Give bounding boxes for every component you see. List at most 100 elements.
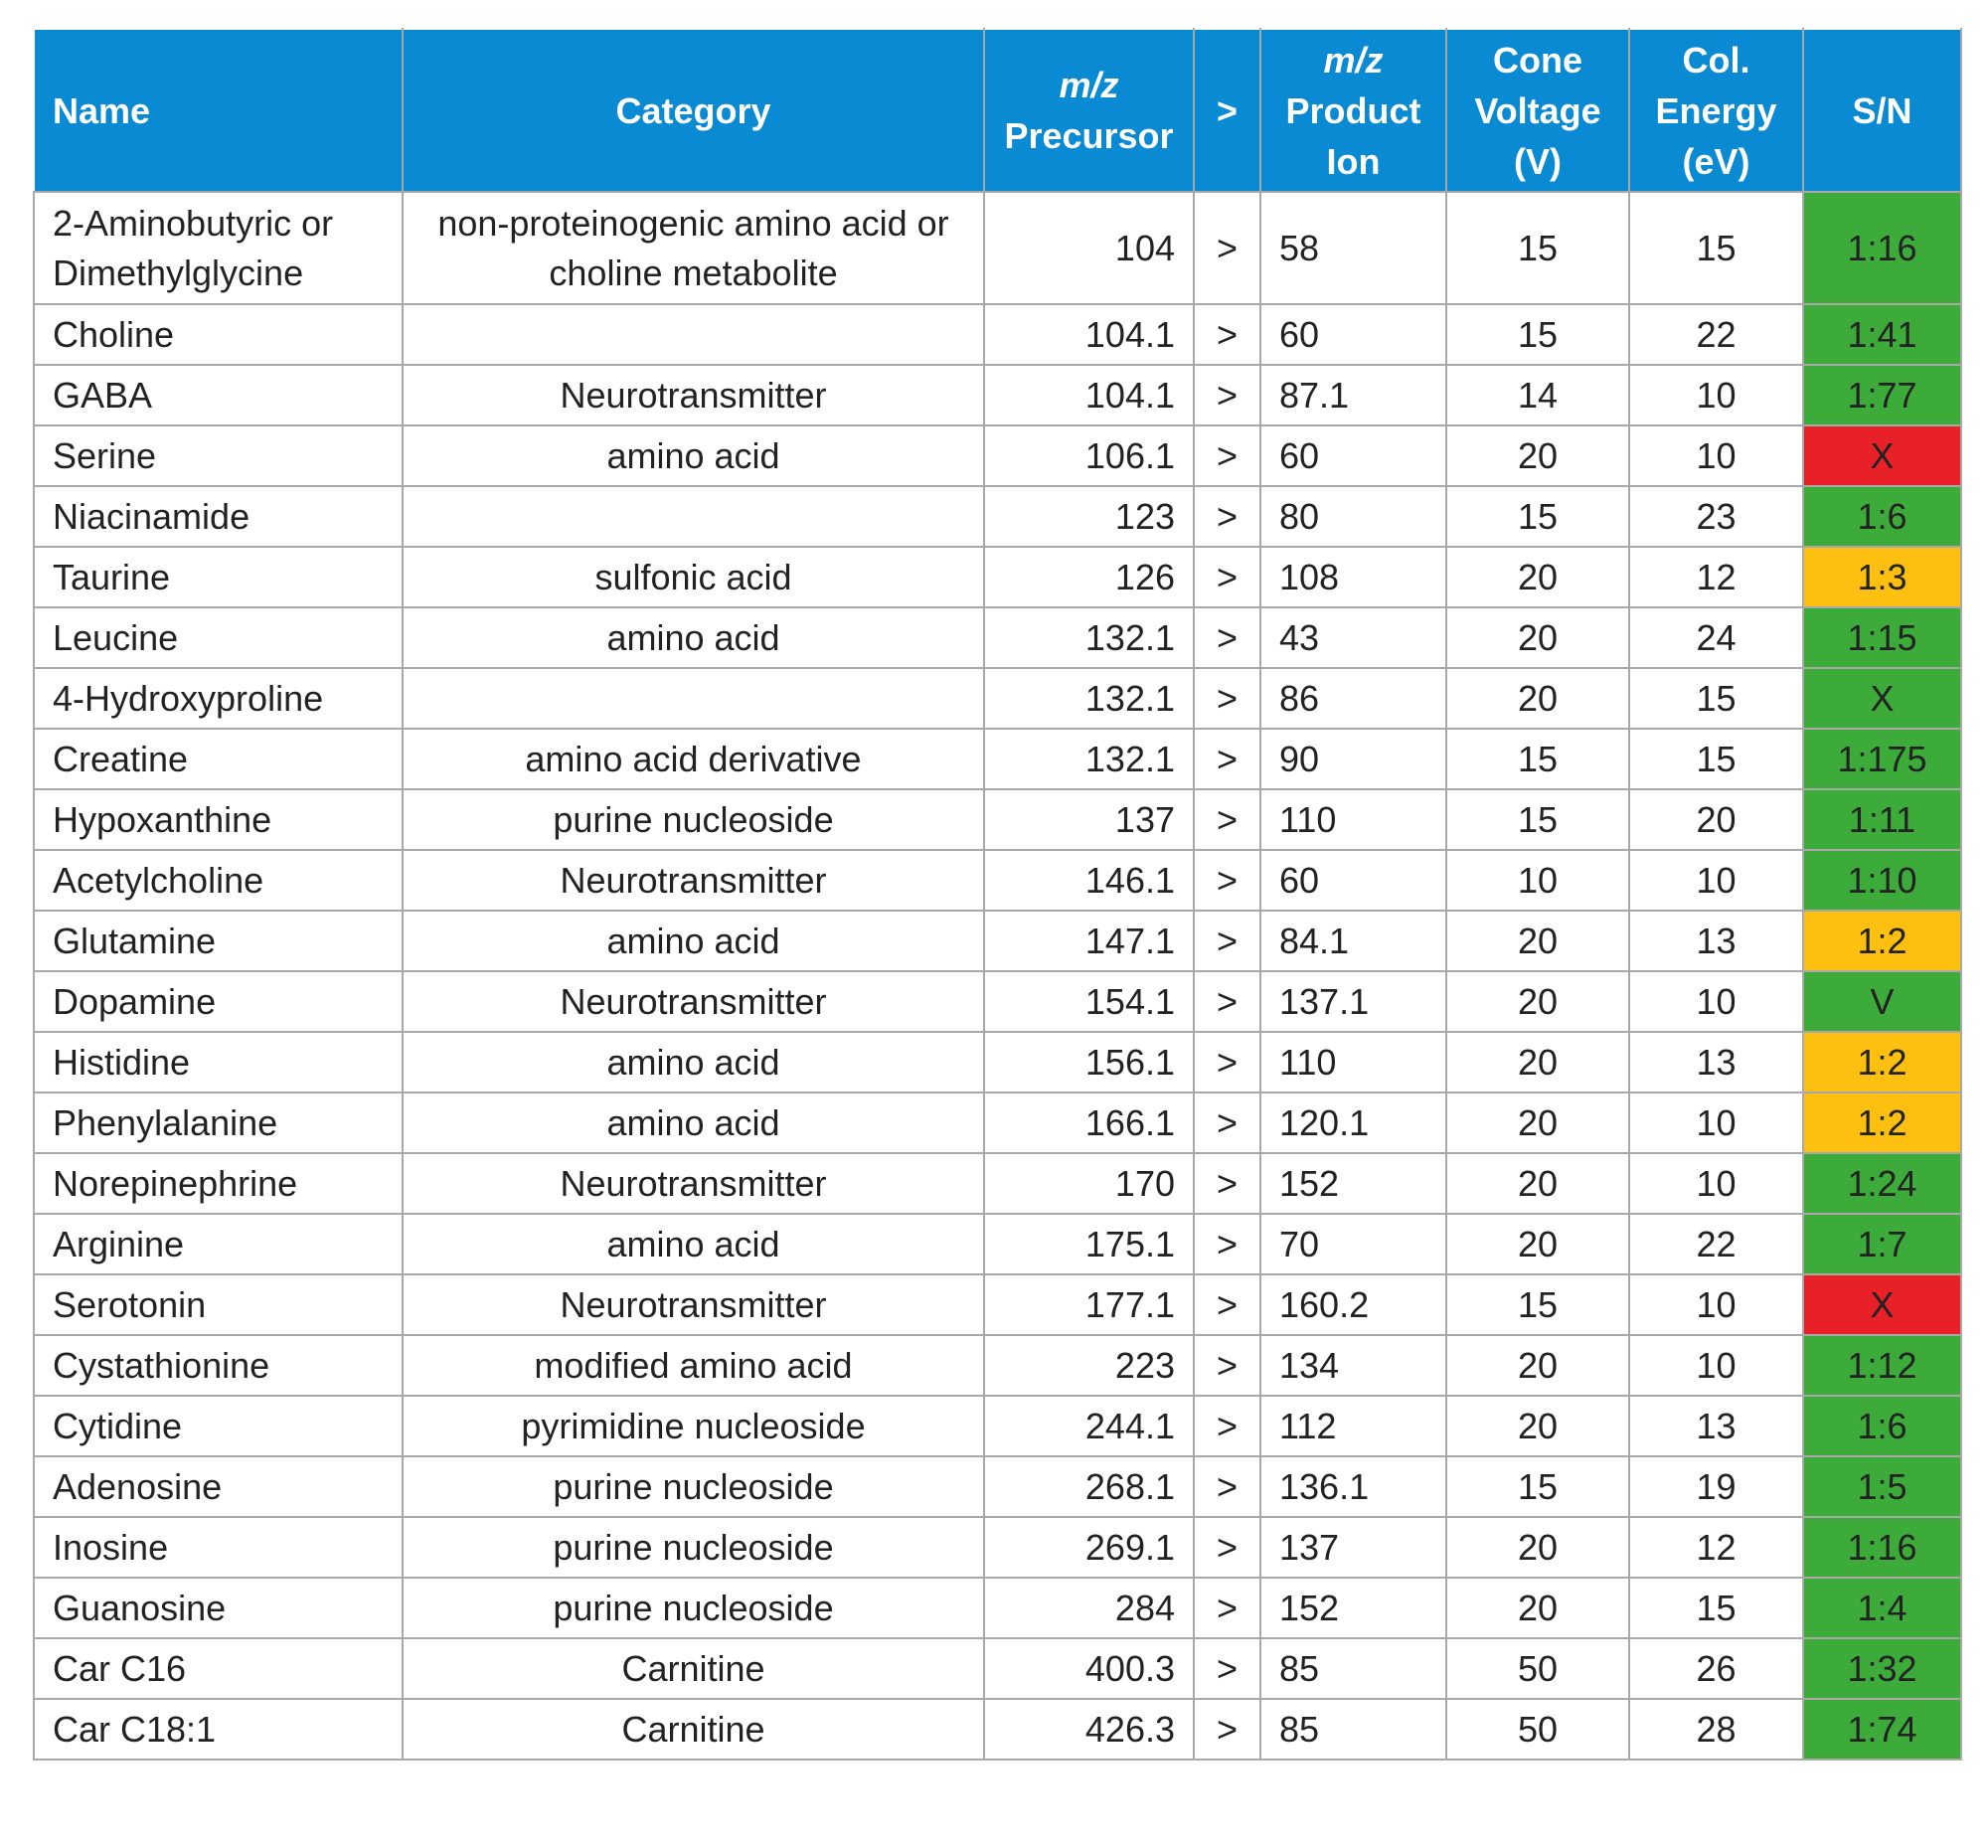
sn-cell: 1:41 bbox=[1802, 303, 1962, 366]
table-cell: Adenosine bbox=[33, 1455, 404, 1518]
table-cell: 132.1 bbox=[983, 606, 1195, 669]
table-cell: 15 bbox=[1445, 191, 1630, 305]
header-cell: Cone Voltage (V) bbox=[1445, 28, 1630, 193]
table-cell: 50 bbox=[1445, 1698, 1630, 1761]
table-cell: 269.1 bbox=[983, 1516, 1195, 1579]
table-cell: 13 bbox=[1628, 910, 1804, 972]
table-cell: Serine bbox=[33, 424, 404, 487]
table-cell: > bbox=[1193, 970, 1261, 1033]
table-cell: > bbox=[1193, 485, 1261, 548]
table-cell: 86 bbox=[1259, 667, 1447, 730]
table-cell: Leucine bbox=[33, 606, 404, 669]
header-line: Ion bbox=[1326, 140, 1381, 182]
header-cell: S/N bbox=[1802, 28, 1962, 193]
table-cell: 175.1 bbox=[983, 1213, 1195, 1275]
table-cell: 10 bbox=[1628, 1273, 1804, 1336]
table-cell: 20 bbox=[1445, 424, 1630, 487]
header-row: Name Category m/z Precursor > m/z Product Ion Co… bbox=[33, 28, 1962, 193]
table-cell bbox=[402, 303, 985, 366]
table-cell: 2-Aminobutyric or Dimethylglycine bbox=[33, 191, 404, 305]
table-row: Glutamine amino acid 147.1 >84.1 20 13 1:2 bbox=[33, 910, 1962, 972]
table-cell: 177.1 bbox=[983, 1273, 1195, 1336]
table-cell: 84.1 bbox=[1259, 910, 1447, 972]
sn-cell: 1:15 bbox=[1802, 606, 1962, 669]
table-cell: 152 bbox=[1259, 1577, 1447, 1639]
table-cell: amino acid bbox=[402, 606, 985, 669]
table-cell: 132.1 bbox=[983, 728, 1195, 790]
table-cell: 132.1 bbox=[983, 667, 1195, 730]
table-cell: 15 bbox=[1445, 1273, 1630, 1336]
table-cell: Carnitine bbox=[402, 1637, 985, 1700]
table-cell: 10 bbox=[1628, 364, 1804, 426]
table-cell: amino acid bbox=[402, 910, 985, 972]
table-cell: > bbox=[1193, 1455, 1261, 1518]
table-cell: 156.1 bbox=[983, 1031, 1195, 1093]
table-cell: amino acid bbox=[402, 1031, 985, 1093]
table-cell: 15 bbox=[1628, 191, 1804, 305]
table-cell: amino acid bbox=[402, 1092, 985, 1154]
table-cell: 104 bbox=[983, 191, 1195, 305]
table-cell: 20 bbox=[1445, 1577, 1630, 1639]
table-cell: Serotonin bbox=[33, 1273, 404, 1336]
table-cell: Norepinephrine bbox=[33, 1152, 404, 1215]
table-cell: > bbox=[1193, 191, 1261, 305]
table-cell: Neurotransmitter bbox=[402, 849, 985, 912]
table-cell: Neurotransmitter bbox=[402, 1273, 985, 1336]
sn-cell: 1:2 bbox=[1802, 1031, 1962, 1093]
table-row: Car C16 Carnitine 400.3 >85 50 26 1:32 bbox=[33, 1637, 1962, 1700]
table-cell: Neurotransmitter bbox=[402, 364, 985, 426]
table-cell: 134 bbox=[1259, 1334, 1447, 1397]
table-cell: 10 bbox=[1628, 1152, 1804, 1215]
table-cell: 112 bbox=[1259, 1395, 1447, 1457]
table-cell: Guanosine bbox=[33, 1577, 404, 1639]
table-cell: > bbox=[1193, 1213, 1261, 1275]
header-cell: Col. Energy (eV) bbox=[1628, 28, 1804, 193]
sn-cell: 1:16 bbox=[1802, 1516, 1962, 1579]
table-cell: 14 bbox=[1445, 364, 1630, 426]
table-cell: 120.1 bbox=[1259, 1092, 1447, 1154]
table-cell: 20 bbox=[1445, 1334, 1630, 1397]
table-cell: 154.1 bbox=[983, 970, 1195, 1033]
table-cell: Histidine bbox=[33, 1031, 404, 1093]
table-row: Serotonin Neurotransmitter 177.1 >160.2 15 10… bbox=[33, 1273, 1962, 1336]
table-row: Cystathionine modified amino acid 223 >134 2… bbox=[33, 1334, 1962, 1397]
sn-cell: 1:5 bbox=[1802, 1455, 1962, 1518]
sn-cell: 1:74 bbox=[1802, 1698, 1962, 1761]
table-row: Phenylalanine amino acid 166.1 >120.1 20 10 1:… bbox=[33, 1092, 1962, 1154]
table-row: Niacinamide 123 >80 15 23 1:6 bbox=[33, 485, 1962, 548]
table-row: Dopamine Neurotransmitter 154.1 >137.1 20 10 V bbox=[33, 970, 1962, 1033]
table-row: Guanosine purine nucleoside 284 >152 20 15 1:4 bbox=[33, 1577, 1962, 1639]
table-row: Arginine amino acid 175.1 >70 20 22 1:7 bbox=[33, 1213, 1962, 1275]
table-row: Inosine purine nucleoside 269.1 >137 20 12 1:1… bbox=[33, 1516, 1962, 1579]
table-cell: > bbox=[1193, 1698, 1261, 1761]
sn-cell: 1:3 bbox=[1802, 546, 1962, 608]
table-cell: 20 bbox=[1628, 788, 1804, 851]
table-cell: purine nucleoside bbox=[402, 788, 985, 851]
table-cell: > bbox=[1193, 303, 1261, 366]
table-cell bbox=[402, 485, 985, 548]
table-cell: Cytidine bbox=[33, 1395, 404, 1457]
table-cell: Creatine bbox=[33, 728, 404, 790]
table-cell: 90 bbox=[1259, 728, 1447, 790]
table-cell: 60 bbox=[1259, 424, 1447, 487]
table-cell: 20 bbox=[1445, 606, 1630, 669]
sn-cell: 1:11 bbox=[1802, 788, 1962, 851]
table-row: Taurine sulfonic acid 126 >108 20 12 1:3 bbox=[33, 546, 1962, 608]
table-row: Hypoxanthine purine nucleoside 137 >110 15 20… bbox=[33, 788, 1962, 851]
table-cell: 22 bbox=[1628, 1213, 1804, 1275]
table-cell: > bbox=[1193, 606, 1261, 669]
table-cell: 20 bbox=[1445, 1213, 1630, 1275]
table-cell: 20 bbox=[1445, 910, 1630, 972]
table-row: Acetylcholine Neurotransmitter 146.1 >60 10 1… bbox=[33, 849, 1962, 912]
table-cell: 104.1 bbox=[983, 364, 1195, 426]
table-cell: 15 bbox=[1628, 1577, 1804, 1639]
table-cell: 244.1 bbox=[983, 1395, 1195, 1457]
sn-cell: 1:24 bbox=[1802, 1152, 1962, 1215]
table-cell: 28 bbox=[1628, 1698, 1804, 1761]
table-cell: 268.1 bbox=[983, 1455, 1195, 1518]
table-cell: 146.1 bbox=[983, 849, 1195, 912]
table-cell: 170 bbox=[983, 1152, 1195, 1215]
table-cell: 400.3 bbox=[983, 1637, 1195, 1700]
table-cell: 15 bbox=[1445, 728, 1630, 790]
